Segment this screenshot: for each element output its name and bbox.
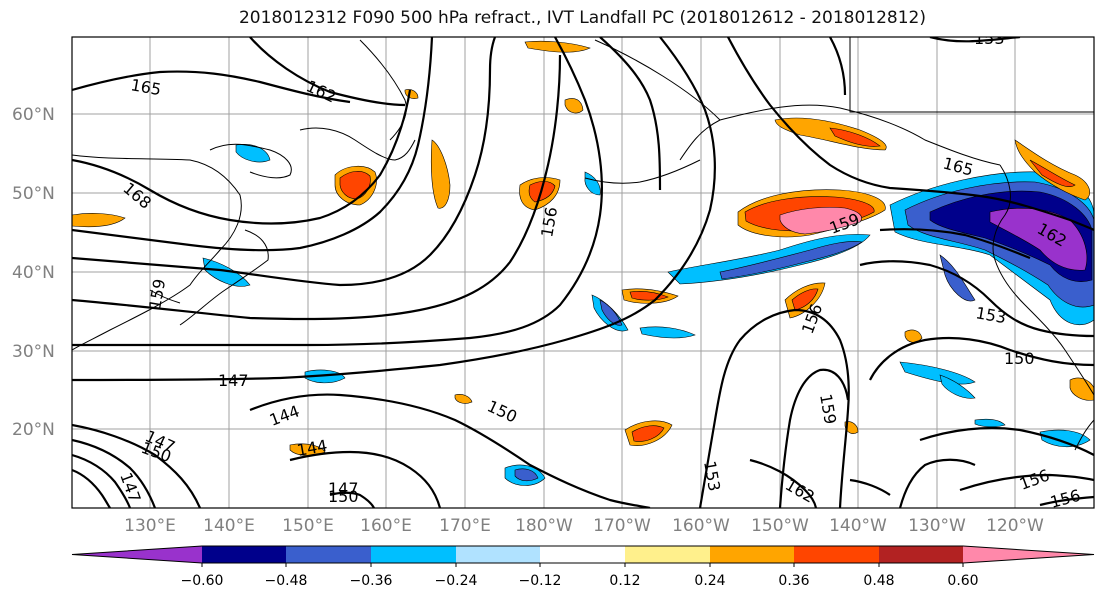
lat-label: 50°N — [12, 184, 55, 204]
colorbar-tick-label: −0.24 — [435, 573, 478, 589]
colorbar-tick-label: −0.60 — [181, 573, 224, 589]
colorbar-tick-label: 0.48 — [863, 573, 894, 589]
colorbar-tick-label: 0.36 — [778, 573, 809, 589]
longitude-labels: 130°E 140°E 150°E 160°E 170°E 180°W 170°… — [124, 516, 1044, 536]
colorbar-segment — [202, 546, 286, 563]
colorbar-tick-labels: −0.60 −0.48 −0.36 −0.24 −0.12 0.12 0.24 … — [181, 573, 979, 589]
colorbar-tick-label: 0.60 — [947, 573, 978, 589]
colorbar-segment — [625, 546, 710, 563]
colorbar-segment — [879, 546, 963, 563]
lon-label: 160°E — [360, 516, 412, 536]
contour-label: 150 — [1004, 349, 1035, 368]
lon-label: 130°W — [908, 516, 966, 536]
height-contours — [72, 37, 1094, 508]
lat-label: 30°N — [12, 342, 55, 362]
lon-label: 180°W — [515, 516, 573, 536]
colorbar-tick-label: −0.36 — [350, 573, 393, 589]
lon-label: 150°W — [751, 516, 809, 536]
colorbar-segment — [794, 546, 879, 563]
lon-label: 140°E — [203, 516, 255, 536]
colorbar-segment — [72, 546, 202, 563]
map-frame — [71, 36, 1095, 509]
colorbar-segment — [371, 546, 456, 563]
lon-label: 170°E — [439, 516, 491, 536]
map-title: 2018012312 F090 500 hPa refract., IVT La… — [238, 8, 926, 28]
contour-label: 156 — [1048, 486, 1082, 512]
lon-label: 140°W — [829, 516, 887, 536]
lon-label: 150°E — [282, 516, 334, 536]
colorbar-tick-label: 0.12 — [609, 573, 640, 589]
colorbar-segment — [286, 546, 371, 563]
lon-label: 160°W — [672, 516, 730, 536]
lon-label: 120°W — [986, 516, 1044, 536]
lat-label: 20°N — [12, 420, 55, 440]
lat-label: 40°N — [12, 263, 55, 283]
contour-label: 147 — [218, 371, 249, 390]
colorbar-tick-label: 0.24 — [694, 573, 725, 589]
colorbar-segment — [456, 546, 540, 563]
lon-label: 170°W — [593, 516, 651, 536]
lon-label: 130°E — [124, 516, 176, 536]
colorbar-tick-label: −0.48 — [265, 573, 308, 589]
latitude-labels: 60°N 50°N 40°N 30°N 20°N — [12, 105, 55, 440]
contour-label: 150 — [328, 487, 359, 506]
colorbar-tick-label: −0.12 — [519, 573, 562, 589]
colorbar-segment — [963, 546, 1094, 563]
colorbar: −0.60 −0.48 −0.36 −0.24 −0.12 0.12 0.24 … — [71, 545, 1095, 589]
contour-label: 153 — [974, 29, 1005, 48]
lat-label: 60°N — [12, 105, 55, 125]
colorbar-segment — [540, 546, 625, 563]
colorbar-segments — [71, 545, 1095, 567]
contour-label: 147 — [328, 479, 359, 498]
colorbar-segment — [710, 546, 794, 563]
contour-labels: 165 162 168 156 159 147 144 150 153 165 … — [116, 29, 1082, 512]
